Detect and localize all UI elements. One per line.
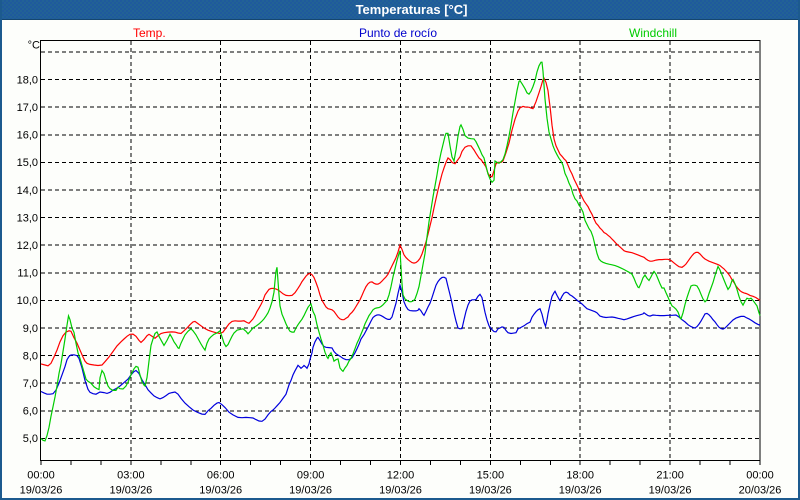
svg-text:19/03/26: 19/03/26 — [199, 484, 242, 496]
svg-text:19/03/26: 19/03/26 — [109, 484, 152, 496]
svg-text:19/03/26: 19/03/26 — [469, 484, 512, 496]
svg-text:14,0: 14,0 — [17, 185, 38, 197]
svg-text:00:00: 00:00 — [27, 470, 55, 482]
svg-text:21:00: 21:00 — [656, 470, 684, 482]
svg-text:18,0: 18,0 — [17, 74, 38, 86]
svg-text:8,0: 8,0 — [23, 350, 38, 362]
svg-text:16,0: 16,0 — [17, 130, 38, 142]
svg-text:15,0: 15,0 — [17, 157, 38, 169]
svg-text:09:00: 09:00 — [297, 470, 325, 482]
svg-text:°C: °C — [28, 40, 40, 52]
svg-text:10,0: 10,0 — [17, 295, 38, 307]
svg-text:00:00: 00:00 — [746, 470, 774, 482]
svg-text:5,0: 5,0 — [23, 433, 38, 445]
svg-text:19/03/26: 19/03/26 — [20, 484, 63, 496]
svg-text:18:00: 18:00 — [566, 470, 594, 482]
svg-text:17,0: 17,0 — [17, 102, 38, 114]
svg-text:19/03/26: 19/03/26 — [559, 484, 602, 496]
svg-text:7,0: 7,0 — [23, 378, 38, 390]
svg-text:19/03/26: 19/03/26 — [289, 484, 332, 496]
svg-text:13,0: 13,0 — [17, 212, 38, 224]
svg-text:12,0: 12,0 — [17, 240, 38, 252]
svg-text:11,0: 11,0 — [17, 268, 38, 280]
svg-text:15:00: 15:00 — [477, 470, 505, 482]
svg-text:06:00: 06:00 — [207, 470, 235, 482]
svg-text:6,0: 6,0 — [23, 406, 38, 418]
svg-text:20/03/26: 20/03/26 — [739, 484, 782, 496]
svg-text:03:00: 03:00 — [117, 470, 145, 482]
svg-text:12:00: 12:00 — [387, 470, 415, 482]
svg-text:9,0: 9,0 — [23, 323, 38, 335]
svg-text:19/03/26: 19/03/26 — [649, 484, 692, 496]
svg-text:19/03/26: 19/03/26 — [379, 484, 422, 496]
